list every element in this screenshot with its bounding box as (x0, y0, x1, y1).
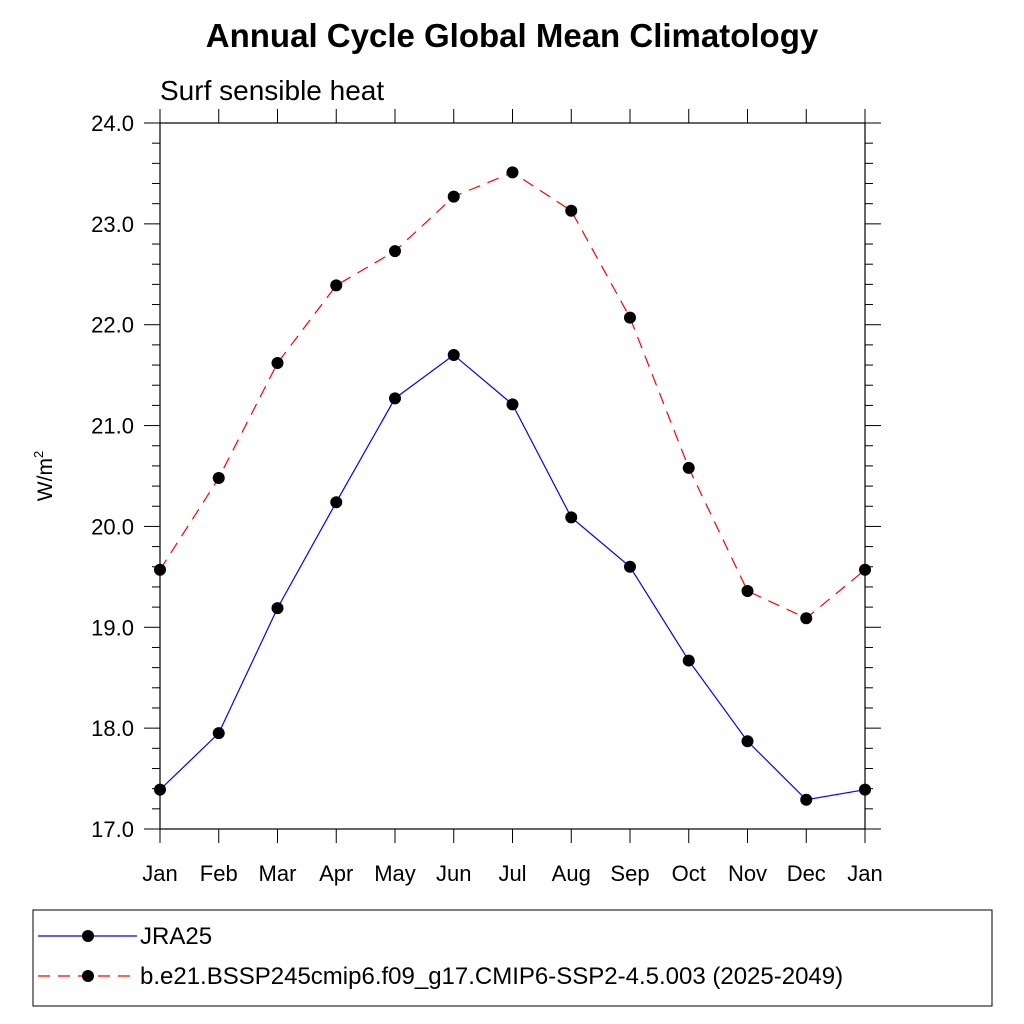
y-tick-label: 19.0 (91, 615, 134, 640)
y-axis-label-superscript: 2 (31, 451, 46, 458)
series-1-point (859, 783, 871, 796)
series-2-point (271, 357, 284, 370)
x-tick-label: Jan (847, 861, 882, 886)
x-tick-label: Nov (728, 861, 767, 886)
legend-label-1: JRA25 (140, 923, 212, 950)
series-1-point (389, 392, 401, 405)
chart-subtitle: Surf sensible heat (160, 75, 384, 106)
legend-box (32, 909, 993, 1007)
x-tick-label: Feb (200, 861, 238, 886)
series-1-point (682, 654, 695, 667)
series-1-point (271, 602, 284, 615)
series-line-1 (159, 354, 866, 801)
axes: 17.0 18.0 19.0 20.0 21.0 22.0 23.0 24.0 Jan Feb Ma… (91, 109, 883, 886)
series-2-point (800, 612, 813, 625)
y-axis-label: W/m2 (31, 451, 57, 501)
y-tick-label: 24.0 (91, 111, 134, 136)
x-tick-label: Apr (319, 861, 353, 886)
series-2-point (565, 204, 578, 217)
series-2-point (154, 563, 166, 576)
plot-frame (159, 122, 866, 830)
y-tick-label: 21.0 (91, 414, 134, 439)
x-tick-label: Oct (672, 861, 706, 886)
series-line-2 (159, 171, 866, 619)
legend-label-2: b.e21.BSSP245cmip6.f09_g17.CMIP6-SSP2-4.… (140, 963, 843, 990)
x-tick-label: Dec (787, 861, 826, 886)
legend-marker-1 (82, 930, 94, 942)
series-2-point (212, 472, 225, 485)
series-2-point (741, 584, 754, 597)
series-layer (154, 166, 871, 806)
series-1-point (154, 783, 166, 796)
x-tick-label: Aug (552, 861, 591, 886)
series-2-point (682, 461, 695, 474)
x-tick-label: Jun (436, 861, 471, 886)
chart-title: Annual Cycle Global Mean Climatology (206, 17, 819, 54)
legend: JRA25 b.e21.BSSP245cmip6.f09_g17.CMIP6-SS… (38, 923, 843, 990)
y-tick-label: 18.0 (91, 716, 134, 741)
series-1-point (565, 511, 578, 524)
x-tick-label: Sep (610, 861, 649, 886)
y-tick-label: 22.0 (91, 313, 134, 338)
series-1-point (212, 727, 225, 740)
x-tick-label: Jul (498, 861, 526, 886)
series-1-point (506, 398, 519, 411)
y-tick-label: 20.0 (91, 514, 134, 539)
y-tick-label: 17.0 (91, 817, 134, 842)
series-1-point (624, 560, 636, 573)
y-axis-label-text: W/m (34, 458, 57, 501)
series-2-point (447, 190, 460, 203)
series-2-point (330, 279, 343, 292)
x-tick-label: Mar (259, 861, 297, 886)
y-tick-label: 23.0 (91, 212, 134, 237)
legend-marker-2 (82, 970, 94, 982)
series-2-point (624, 311, 636, 324)
series-1-point (447, 348, 460, 361)
x-tick-label: May (374, 861, 416, 886)
series-1-point (330, 496, 343, 509)
series-2-point (389, 245, 401, 258)
x-tick-label: Jan (142, 861, 177, 886)
series-2-point (859, 563, 871, 576)
series-1-point (800, 793, 813, 806)
series-2-point (506, 166, 519, 179)
series-1-point (741, 735, 754, 748)
